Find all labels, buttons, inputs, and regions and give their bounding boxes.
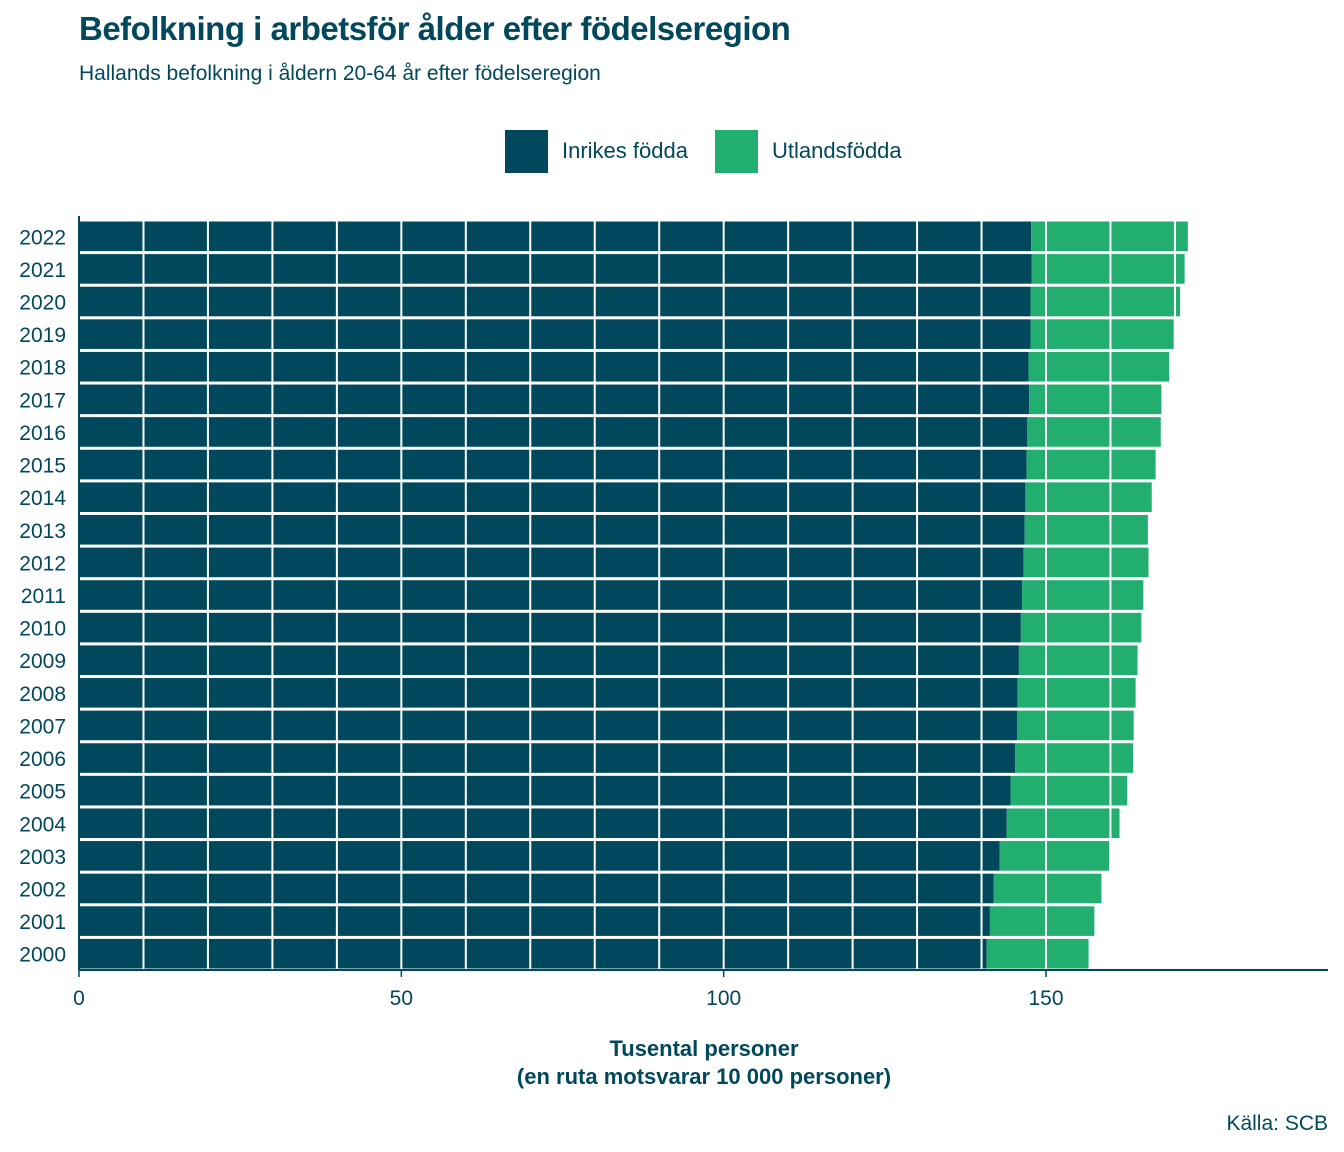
y-tick-label-2021: 2021 <box>19 259 66 282</box>
bar-inrikes-2011 <box>79 580 1023 610</box>
chart-subtitle: Hallands befolkning i åldern 20-64 år ef… <box>79 62 601 85</box>
x-axis-label-line2: (en ruta motsvarar 10 000 personer) <box>517 1064 891 1089</box>
bar-inrikes-2000 <box>79 938 987 969</box>
bar-utlandsfodda-2007 <box>1016 710 1134 741</box>
bar-utlandsfodda-2012 <box>1023 547 1149 578</box>
bar-utlandsfodda-2008 <box>1017 678 1136 708</box>
x-tick-label-100: 100 <box>706 987 741 1010</box>
y-tick-label-2011: 2011 <box>21 585 66 608</box>
y-tick-label-2017: 2017 <box>19 389 66 412</box>
bar-utlandsfodda-2019 <box>1030 319 1174 349</box>
bar-inrikes-2007 <box>79 710 1017 741</box>
y-tick-label-2013: 2013 <box>19 520 66 543</box>
bar-inrikes-2020 <box>79 286 1031 317</box>
bar-utlandsfodda-2009 <box>1018 645 1138 676</box>
legend-key-utlandsfodda <box>715 129 758 173</box>
x-tick-label-50: 50 <box>390 987 413 1010</box>
bar-inrikes-2012 <box>79 547 1024 578</box>
y-tick-label-2012: 2012 <box>19 552 66 575</box>
bar-utlandsfodda-2001 <box>989 906 1095 936</box>
y-tick-label-2010: 2010 <box>19 618 66 641</box>
bar-utlandsfodda-2018 <box>1028 351 1170 382</box>
bar-inrikes-2005 <box>79 775 1011 806</box>
bar-utlandsfodda-2003 <box>999 841 1110 871</box>
bar-inrikes-2001 <box>79 906 990 936</box>
bar-utlandsfodda-2006 <box>1015 743 1134 773</box>
y-tick-label-2022: 2022 <box>19 226 66 249</box>
y-tick-label-2004: 2004 <box>19 813 66 836</box>
y-tick-label-2000: 2000 <box>19 944 66 967</box>
y-tick-label-2008: 2008 <box>19 683 66 706</box>
bar-utlandsfodda-2002 <box>993 873 1102 904</box>
bar-utlandsfodda-2015 <box>1026 449 1156 480</box>
bar-inrikes-2015 <box>79 449 1027 480</box>
legend-label-utlandsfodda: Utlandsfödda <box>772 138 902 163</box>
x-tick-label-150: 150 <box>1028 987 1063 1010</box>
bar-inrikes-2002 <box>79 873 994 904</box>
y-tick-label-2006: 2006 <box>19 748 66 771</box>
source-note: Källa: SCB <box>1226 1112 1328 1135</box>
bar-utlandsfodda-2010 <box>1020 612 1142 643</box>
bar-inrikes-2021 <box>79 254 1032 284</box>
bar-inrikes-2019 <box>79 319 1031 349</box>
bar-inrikes-2004 <box>79 808 1007 839</box>
bar-utlandsfodda-2000 <box>986 938 1089 969</box>
bar-inrikes-2008 <box>79 678 1018 708</box>
legend-key-inrikes <box>505 129 548 173</box>
bar-inrikes-2009 <box>79 645 1019 676</box>
bar-utlandsfodda-2011 <box>1022 580 1144 610</box>
chart-title: Befolkning i arbetsför ålder efter födel… <box>79 10 791 47</box>
y-tick-label-2005: 2005 <box>19 781 66 804</box>
bar-inrikes-2018 <box>79 351 1029 382</box>
legend-item-inrikes: Inrikes födda <box>505 129 688 173</box>
legend-item-utlandsfodda: Utlandsfödda <box>715 129 902 173</box>
bar-inrikes-2016 <box>79 417 1028 447</box>
bar-inrikes-2014 <box>79 482 1026 512</box>
y-tick-label-2009: 2009 <box>19 650 66 673</box>
bar-inrikes-2010 <box>79 612 1021 643</box>
y-tick-label-2003: 2003 <box>19 846 66 869</box>
bar-inrikes-2013 <box>79 514 1025 545</box>
bar-utlandsfodda-2017 <box>1029 384 1162 415</box>
bar-inrikes-2006 <box>79 743 1016 773</box>
bar-utlandsfodda-2020 <box>1030 286 1181 317</box>
bar-inrikes-2022 <box>79 221 1032 252</box>
bar-inrikes-2017 <box>79 384 1030 415</box>
y-tick-label-2002: 2002 <box>19 878 66 901</box>
y-tick-label-2019: 2019 <box>19 324 66 347</box>
y-tick-label-2001: 2001 <box>19 911 66 934</box>
bar-utlandsfodda-2014 <box>1025 482 1152 512</box>
legend-label-inrikes: Inrikes födda <box>562 138 688 163</box>
bar-utlandsfodda-2005 <box>1010 775 1128 806</box>
y-tick-label-2014: 2014 <box>19 487 66 510</box>
bar-utlandsfodda-2021 <box>1031 254 1185 284</box>
bar-inrikes-2003 <box>79 841 1000 871</box>
y-tick-label-2016: 2016 <box>19 422 66 445</box>
bar-utlandsfodda-2016 <box>1027 417 1161 447</box>
y-tick-label-2018: 2018 <box>19 357 66 380</box>
waffle-bar-chart: 2000 2001 2002 2003 2004 2005 2006 2007 2008 2009… <box>19 216 1328 1089</box>
x-axis-label-line1: Tusental personer <box>609 1036 799 1061</box>
y-tick-label-2007: 2007 <box>19 715 66 738</box>
legend: Inrikes födda Utlandsfödda <box>0 129 1344 173</box>
y-tick-label-2015: 2015 <box>19 455 66 478</box>
x-tick-label-0: 0 <box>73 987 85 1010</box>
y-tick-label-2020: 2020 <box>19 292 66 315</box>
bar-utlandsfodda-2013 <box>1024 514 1148 545</box>
bar-utlandsfodda-2004 <box>1006 808 1120 839</box>
